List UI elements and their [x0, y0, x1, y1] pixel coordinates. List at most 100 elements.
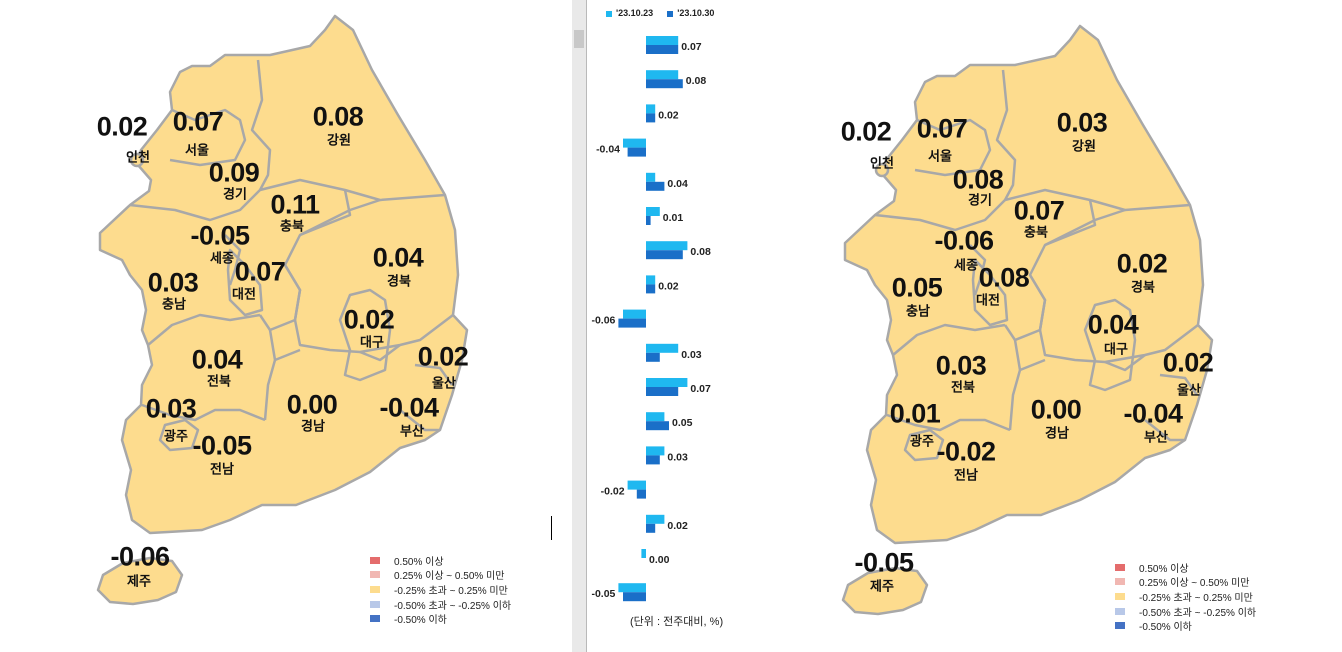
- legend-swatch-curr: [667, 10, 674, 17]
- region-value: 0.02: [1162, 347, 1214, 378]
- region-name: 전북: [207, 373, 231, 389]
- legend-label: 0.50% 이상: [394, 556, 444, 568]
- jeju-shape: [841, 566, 929, 616]
- bar-curr: [646, 421, 669, 431]
- region-name: 충북: [1024, 224, 1048, 240]
- bar-data-label: 0.03: [681, 349, 702, 361]
- bar-curr: [646, 387, 679, 396]
- region-name: 충북: [280, 218, 304, 234]
- region-name: 울산: [1177, 382, 1201, 398]
- legend-row: 0.25% 이상 ~ 0.50% 미만: [370, 568, 511, 583]
- legend-swatch: [370, 571, 380, 579]
- bar-prev: [623, 138, 646, 148]
- bar-prev: [646, 275, 656, 285]
- right-map: 0.02 인천 0.07 서울 0.03 강원 0.08 경기 0.07 충북 -0.06 세종 0.0…: [745, 0, 1342, 652]
- bar-data-label: 0.02: [658, 109, 679, 121]
- region-value: 0.07: [234, 256, 286, 287]
- legend-row: -0.25% 초과 ~ 0.25% 미만: [1115, 589, 1256, 604]
- bar-prev: [646, 446, 665, 456]
- scrollbar-thumb[interactable]: [574, 30, 584, 48]
- region-value: 0.00: [1030, 394, 1082, 425]
- region-name: 인천: [126, 149, 150, 165]
- bar-data-label: 0.07: [681, 41, 702, 53]
- region-name: 강원: [327, 132, 351, 148]
- region-name: 전남: [954, 467, 978, 483]
- region-name: 대구: [360, 334, 384, 350]
- region-name: 광주: [164, 428, 188, 444]
- bar-curr: [646, 284, 656, 294]
- legend-label: 0.50% 이상: [1139, 563, 1189, 575]
- region-value: 0.04: [1087, 309, 1139, 340]
- legend-row: 0.25% 이상 ~ 0.50% 미만: [1115, 575, 1256, 590]
- region-name: 세종: [210, 250, 234, 266]
- bar-prev: [646, 343, 679, 353]
- bar-prev: [646, 70, 679, 80]
- region-name: 광주: [910, 433, 934, 449]
- legend-row: -0.25% 초과 ~ 0.25% 미만: [370, 582, 511, 597]
- bar-data-label: -0.02: [601, 486, 625, 498]
- region-name: 경남: [1045, 425, 1069, 441]
- bar-data-label: 0.05: [672, 417, 693, 429]
- legend-row: -0.50% 이하: [1115, 618, 1256, 633]
- right-legend: 0.50% 이상 0.25% 이상 ~ 0.50% 미만 -0.25% 초과 ~ 0…: [1115, 560, 1256, 633]
- region-value: 0.03: [935, 350, 987, 381]
- region-value: 0.02: [1116, 248, 1168, 279]
- region-name: 세종: [954, 257, 978, 273]
- region-value: 0.07: [172, 106, 224, 137]
- bar-prev: [646, 172, 656, 182]
- left-map-shape: [96, 14, 469, 606]
- bar-data-label: -0.06: [591, 315, 615, 327]
- legend-label: 0.25% 이상 ~ 0.50% 미만: [1139, 578, 1250, 590]
- bar-data-label: 0.02: [667, 520, 688, 532]
- bar-prev: [646, 207, 660, 216]
- bar-prev: [646, 241, 688, 251]
- legend-row: -0.50% 이하: [370, 611, 511, 626]
- region-value: 0.11: [270, 189, 320, 220]
- legend-swatch: [1115, 592, 1125, 600]
- region-name: 대구: [1104, 341, 1128, 357]
- region-value: -0.04: [379, 392, 439, 423]
- bar-data-label: 0.08: [690, 246, 711, 258]
- region-value: 0.05: [891, 272, 943, 303]
- pane-scrollbar[interactable]: [572, 0, 587, 652]
- bar-prev: [646, 412, 665, 422]
- bar-prev: [646, 514, 665, 524]
- legend-label: 0.25% 이상 ~ 0.50% 미만: [394, 571, 505, 583]
- region-name: 서울: [928, 148, 952, 164]
- bar-data-label: 0.03: [667, 451, 688, 463]
- legend-swatch: [370, 585, 380, 593]
- bar-prev: [627, 480, 646, 490]
- region-name: 제주: [127, 573, 151, 589]
- region-value: 0.03: [1056, 107, 1108, 138]
- legend-label: -0.50% 초과 ~ -0.25% 이하: [394, 600, 512, 612]
- region-name: 부산: [1144, 429, 1168, 445]
- bar-curr: [646, 181, 665, 191]
- bar-chart-svg: 0.07 0.08 0.02 -0.04 0.04 0.01 0.08 0.02 -0.06 0.…: [591, 36, 711, 602]
- region-name: 제주: [870, 578, 894, 594]
- bar-data-label: 0.01: [663, 212, 684, 224]
- incheon-island: [874, 162, 890, 178]
- region-name: 대전: [976, 292, 1000, 308]
- bar-curr: [646, 250, 683, 260]
- legend-swatch: [1115, 563, 1125, 571]
- legend-swatch: [370, 600, 380, 608]
- legend-swatch: [370, 556, 380, 564]
- region-name: 부산: [400, 423, 424, 439]
- legend-entry-prev: '23.10.23: [606, 8, 653, 18]
- region-name: 경북: [387, 273, 411, 289]
- right-map-shape: [841, 24, 1214, 616]
- region-name: 충남: [162, 296, 186, 312]
- region-name: 충남: [906, 303, 930, 319]
- bar-data-label: 0.00: [649, 554, 670, 566]
- legend-label: -0.25% 초과 ~ 0.25% 미만: [1139, 592, 1253, 604]
- region-name: 강원: [1072, 138, 1096, 154]
- bar-data-label: 0.02: [658, 280, 679, 292]
- region-name: 경북: [1131, 279, 1155, 295]
- region-value: 0.09: [208, 157, 260, 188]
- bar-curr: [646, 455, 660, 465]
- region-value: 0.03: [147, 267, 199, 298]
- region-value: 0.02: [417, 341, 469, 372]
- bar-curr: [636, 489, 646, 499]
- bar-data-label: 0.04: [667, 178, 688, 190]
- region-value: 0.01: [889, 398, 941, 429]
